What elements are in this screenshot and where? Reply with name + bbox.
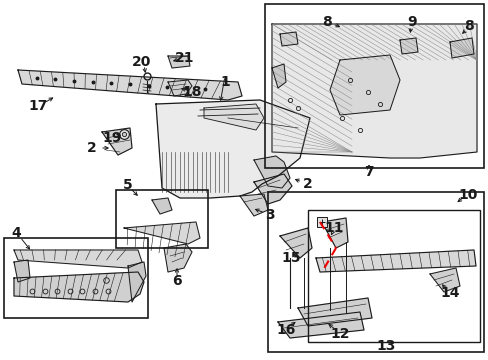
Polygon shape <box>271 64 285 88</box>
Text: 14: 14 <box>439 286 459 300</box>
Polygon shape <box>280 228 311 258</box>
Polygon shape <box>168 80 192 96</box>
Polygon shape <box>156 100 309 198</box>
Bar <box>307 210 479 342</box>
Text: 11: 11 <box>324 221 343 235</box>
Polygon shape <box>163 244 192 272</box>
Bar <box>116 190 207 248</box>
Text: 18: 18 <box>182 85 202 99</box>
Polygon shape <box>203 104 264 130</box>
Polygon shape <box>271 24 476 158</box>
Text: 9: 9 <box>407 15 416 29</box>
Text: 21: 21 <box>175 51 194 65</box>
Text: 7: 7 <box>364 165 373 179</box>
Text: 16: 16 <box>276 323 295 337</box>
Polygon shape <box>399 38 417 54</box>
Text: 17: 17 <box>28 99 48 113</box>
Polygon shape <box>321 218 347 248</box>
Polygon shape <box>278 312 363 338</box>
Polygon shape <box>14 260 30 282</box>
Text: 8: 8 <box>322 15 331 29</box>
Text: 2: 2 <box>87 141 97 155</box>
Polygon shape <box>240 194 267 216</box>
Polygon shape <box>297 298 371 326</box>
Polygon shape <box>253 174 291 204</box>
Polygon shape <box>329 55 399 115</box>
Text: 13: 13 <box>376 339 395 353</box>
Polygon shape <box>128 262 146 302</box>
Polygon shape <box>152 198 172 214</box>
Text: 10: 10 <box>457 188 477 202</box>
Text: 5: 5 <box>123 178 133 192</box>
Bar <box>264 4 483 168</box>
Polygon shape <box>14 272 143 302</box>
Bar <box>267 192 483 352</box>
Text: 3: 3 <box>264 208 274 222</box>
Bar <box>4 238 148 318</box>
Polygon shape <box>449 38 473 58</box>
Text: 4: 4 <box>11 226 21 240</box>
Text: 6: 6 <box>172 274 182 288</box>
Polygon shape <box>14 250 142 268</box>
Polygon shape <box>102 128 132 155</box>
Polygon shape <box>280 32 297 46</box>
Text: 1: 1 <box>220 75 229 89</box>
Text: 12: 12 <box>329 327 349 341</box>
Text: 20: 20 <box>132 55 151 69</box>
Text: 19: 19 <box>102 131 122 145</box>
Polygon shape <box>315 250 475 272</box>
Polygon shape <box>124 222 200 244</box>
Text: 15: 15 <box>281 251 300 265</box>
Polygon shape <box>429 268 459 292</box>
Polygon shape <box>168 56 190 68</box>
Polygon shape <box>18 70 242 100</box>
Polygon shape <box>253 156 289 188</box>
Text: 8: 8 <box>463 19 473 33</box>
Text: 2: 2 <box>303 177 312 191</box>
